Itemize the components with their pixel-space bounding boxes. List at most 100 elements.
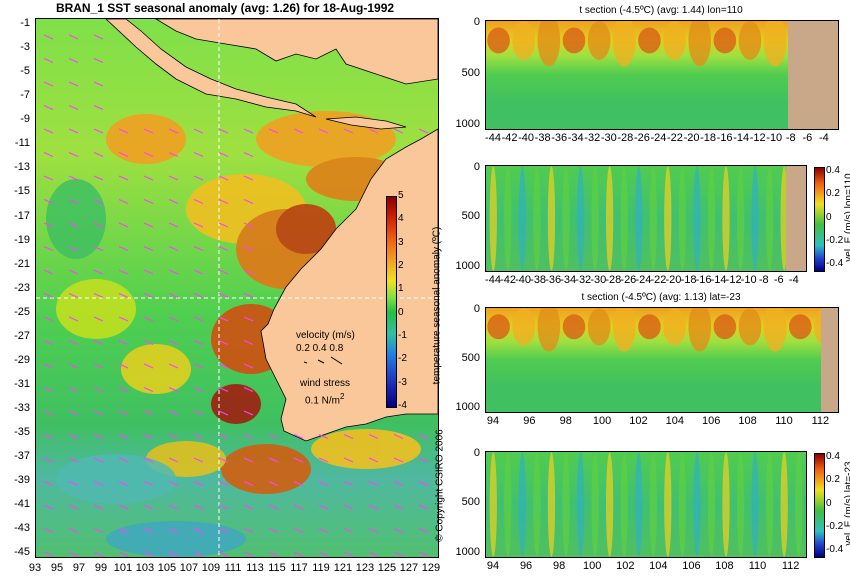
lat-tick-label: -29	[14, 353, 30, 366]
velocity-vector	[93, 245, 104, 252]
section-plot[interactable]	[485, 451, 807, 558]
section-x-tick-label: -22	[667, 132, 683, 144]
section-feature	[638, 27, 661, 54]
velocity-vector	[218, 292, 229, 299]
section-feature	[722, 452, 730, 557]
velocity-vector	[318, 527, 329, 534]
section-x-tick-label: -22	[650, 274, 667, 286]
velocity-vector	[168, 198, 179, 205]
section-x-tick-label: -10	[766, 132, 783, 144]
section-plot[interactable]	[485, 20, 839, 130]
velocity-vector	[93, 339, 104, 346]
velocity-vector	[143, 245, 154, 252]
velocity-vector	[343, 480, 354, 487]
velocity-vector	[93, 457, 104, 463]
velocity-vector	[118, 363, 129, 369]
lon-tick-label: 97	[72, 562, 86, 574]
velocity-vector	[68, 386, 79, 393]
section-feature	[587, 21, 611, 60]
depth-tick-label: 500	[461, 351, 480, 364]
wind-stress-legend-value: 0.1 N/m2	[305, 392, 345, 407]
section-colorbar-tick: 0	[826, 497, 832, 509]
section-x-tick-label: -42	[500, 274, 516, 286]
velocity-vector	[418, 128, 429, 134]
velocity-vector	[193, 410, 204, 416]
velocity-vector	[93, 198, 104, 205]
velocity-legend-values: 0.2 0.4 0.8	[296, 343, 344, 354]
velocity-vector	[118, 175, 129, 181]
velocity-vector	[343, 128, 354, 134]
velocity-vector	[193, 292, 204, 299]
velocity-vector	[318, 457, 329, 463]
velocity-vector	[68, 504, 79, 510]
velocity-vector	[93, 34, 104, 40]
section-feature	[576, 452, 585, 557]
velocity-vector	[168, 433, 179, 440]
lat-tick-label: -31	[14, 378, 30, 390]
velocity-vector	[168, 457, 179, 463]
section-feature	[533, 452, 541, 557]
velocity-vector	[68, 245, 79, 252]
velocity-legend-arrows	[303, 356, 343, 365]
velocity-vector	[93, 551, 104, 557]
lon-tick-label: 93	[28, 562, 42, 574]
velocity-vector	[168, 151, 179, 158]
lat-tick-label: -5	[20, 65, 30, 78]
section-feature	[766, 166, 774, 271]
section-x-tick-label: -44	[485, 274, 501, 286]
velocity-vector	[143, 551, 154, 557]
velocity-vector	[118, 457, 129, 463]
depth-tick-label: 500	[461, 496, 480, 509]
lon-tick-label: 103	[135, 562, 155, 574]
lat-tick-label: -27	[14, 329, 30, 342]
velocity-vector	[193, 222, 204, 228]
lat-tick-label: -33	[14, 402, 30, 415]
section-feature	[562, 166, 570, 271]
section-feature	[751, 166, 759, 271]
velocity-vector	[418, 457, 429, 463]
section-x-tick-label: 98	[553, 560, 566, 572]
velocity-vector	[143, 410, 154, 416]
section-colorbar	[814, 453, 825, 558]
lat-tick-label: -7	[20, 89, 30, 102]
section-feature	[795, 452, 803, 557]
section-feature	[736, 452, 745, 557]
section-x-tick-label: -42	[501, 132, 518, 144]
section-plot[interactable]	[485, 307, 839, 413]
section-x-tick-label: 102	[616, 560, 635, 572]
section-x-tick-label: -30	[600, 132, 617, 144]
section-land-mask	[821, 308, 838, 412]
velocity-vector	[243, 245, 254, 252]
section-x-tick-label: 104	[665, 415, 685, 427]
section-colorbar-tick: -0.4	[826, 258, 844, 269]
section-colorbar-tick: 0	[826, 211, 832, 223]
lon-tick-label: 129	[421, 562, 441, 574]
velocity-vector	[343, 504, 354, 510]
velocity-vector	[243, 480, 254, 487]
lon-tick-label: 107	[179, 562, 199, 574]
velocity-vector	[168, 480, 179, 487]
velocity-vector	[368, 527, 379, 534]
section-x-tick-label: -24	[650, 132, 667, 144]
velocity-vector	[193, 504, 204, 510]
velocity-vector	[218, 128, 229, 134]
velocity-vector	[68, 363, 79, 369]
velocity-vector	[68, 551, 79, 557]
velocity-vector	[68, 292, 79, 299]
velocity-vector	[218, 222, 229, 228]
sst-anomaly-map[interactable]	[35, 18, 439, 558]
velocity-vector	[218, 175, 229, 181]
section-x-tick-label: -30	[590, 274, 607, 286]
section-feature	[738, 21, 762, 60]
velocity-vector	[293, 433, 304, 440]
velocity-vector	[93, 57, 104, 64]
section-feature	[738, 308, 762, 346]
section-plot[interactable]	[485, 165, 807, 272]
lat-tick-label: -17	[14, 209, 30, 222]
velocity-vector	[243, 410, 254, 416]
section-feature	[707, 452, 716, 557]
section-feature	[606, 452, 614, 557]
section-feature	[663, 21, 686, 60]
velocity-vector	[293, 504, 304, 510]
section-feature	[537, 21, 561, 67]
